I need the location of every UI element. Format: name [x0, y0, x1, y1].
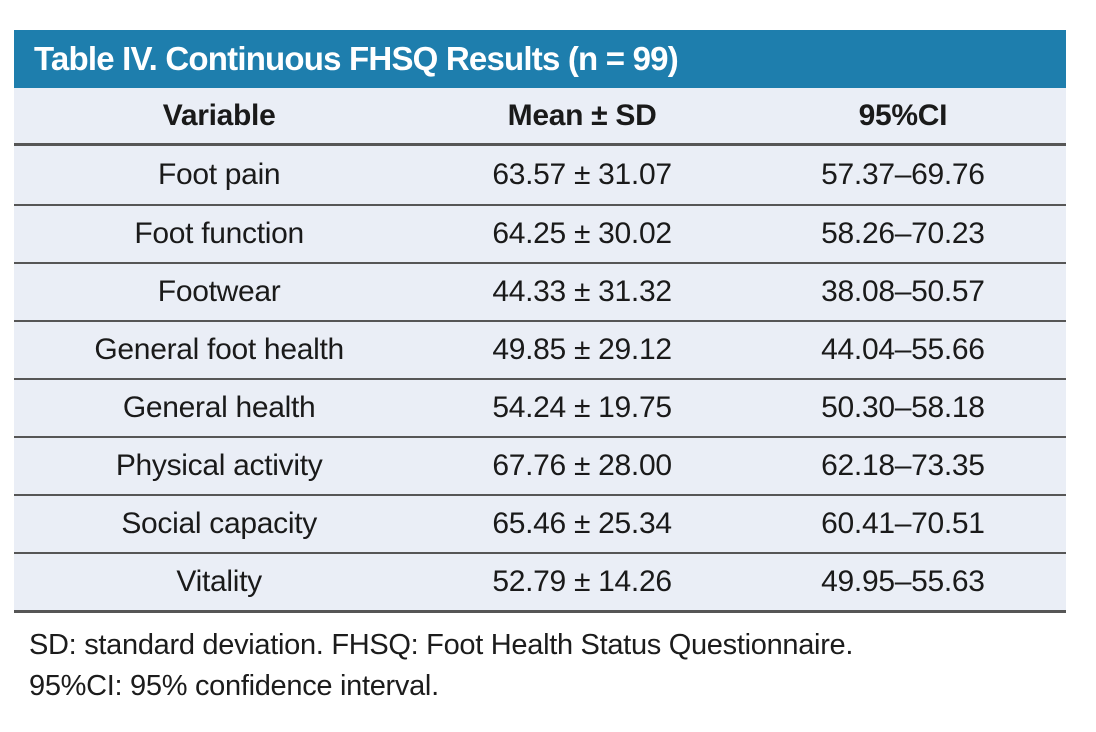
column-header-95ci: 95%CI: [858, 98, 948, 132]
column-header-variable: Variable: [162, 98, 276, 132]
footnote-95ci: 95%CI: 95% confidence interval.: [29, 670, 439, 702]
cell-95ci: 38.08–50.57: [821, 275, 985, 308]
cell-mean-sd: 63.57 ± 31.07: [492, 158, 672, 191]
cell-mean-sd: 65.46 ± 25.34: [492, 507, 672, 540]
table-row-vitality: Vitality 52.79 ± 14.26 49.95–55.63: [14, 552, 1066, 610]
cell-95ci: 57.37–69.76: [821, 158, 985, 191]
table-header-row: Variable Mean ± SD 95%CI: [14, 88, 1066, 146]
table-row-social-capacity: Social capacity 65.46 ± 25.34 60.41–70.5…: [14, 494, 1066, 552]
cell-95ci: 58.26–70.23: [821, 217, 985, 250]
table-footnotes: SD: standard deviation. FHSQ: Foot Healt…: [14, 625, 1066, 707]
cell-variable: Physical activity: [115, 449, 323, 482]
cell-95ci: 50.30–58.18: [821, 391, 985, 424]
table-row-foot-function: Foot function 64.25 ± 30.02 58.26–70.23: [14, 204, 1066, 262]
table-title-bar: Table IV. Continuous FHSQ Results (n = 9…: [14, 30, 1066, 88]
cell-mean-sd: 49.85 ± 29.12: [492, 333, 672, 366]
cell-95ci: 60.41–70.51: [821, 507, 985, 540]
cell-mean-sd: 54.24 ± 19.75: [492, 391, 672, 424]
column-header-mean-sd: Mean ± SD: [507, 98, 657, 132]
cell-95ci: 62.18–73.35: [821, 449, 985, 482]
cell-variable: Footwear: [157, 275, 281, 308]
fhsq-results-table: Variable Mean ± SD 95%CI Foot pain 63.57…: [14, 88, 1066, 613]
table-row-general-foot-health: General foot health 49.85 ± 29.12 44.04–…: [14, 320, 1066, 378]
cell-mean-sd: 52.79 ± 14.26: [492, 565, 672, 598]
cell-variable: General health: [122, 391, 316, 424]
cell-95ci: 44.04–55.66: [821, 333, 985, 366]
cell-variable: Social capacity: [121, 507, 317, 540]
cell-mean-sd: 64.25 ± 30.02: [492, 217, 672, 250]
cell-mean-sd: 67.76 ± 28.00: [492, 449, 672, 482]
cell-variable: Vitality: [176, 565, 262, 598]
cell-mean-sd: 44.33 ± 31.32: [492, 275, 672, 308]
footnote-abbreviations: SD: standard deviation. FHSQ: Foot Healt…: [29, 629, 854, 661]
table-figure: Table IV. Continuous FHSQ Results (n = 9…: [14, 30, 1066, 707]
cell-variable: Foot pain: [157, 158, 281, 191]
cell-variable: Foot function: [134, 217, 304, 250]
cell-variable: General foot health: [94, 333, 344, 366]
cell-95ci: 49.95–55.63: [821, 565, 985, 598]
table-row-foot-pain: Foot pain 63.57 ± 31.07 57.37–69.76: [14, 146, 1066, 204]
table-row-footwear: Footwear 44.33 ± 31.32 38.08–50.57: [14, 262, 1066, 320]
table-title: Table IV. Continuous FHSQ Results (n = 9…: [34, 40, 679, 77]
table-row-physical-activity: Physical activity 67.76 ± 28.00 62.18–73…: [14, 436, 1066, 494]
table-row-general-health: General health 54.24 ± 19.75 50.30–58.18: [14, 378, 1066, 436]
